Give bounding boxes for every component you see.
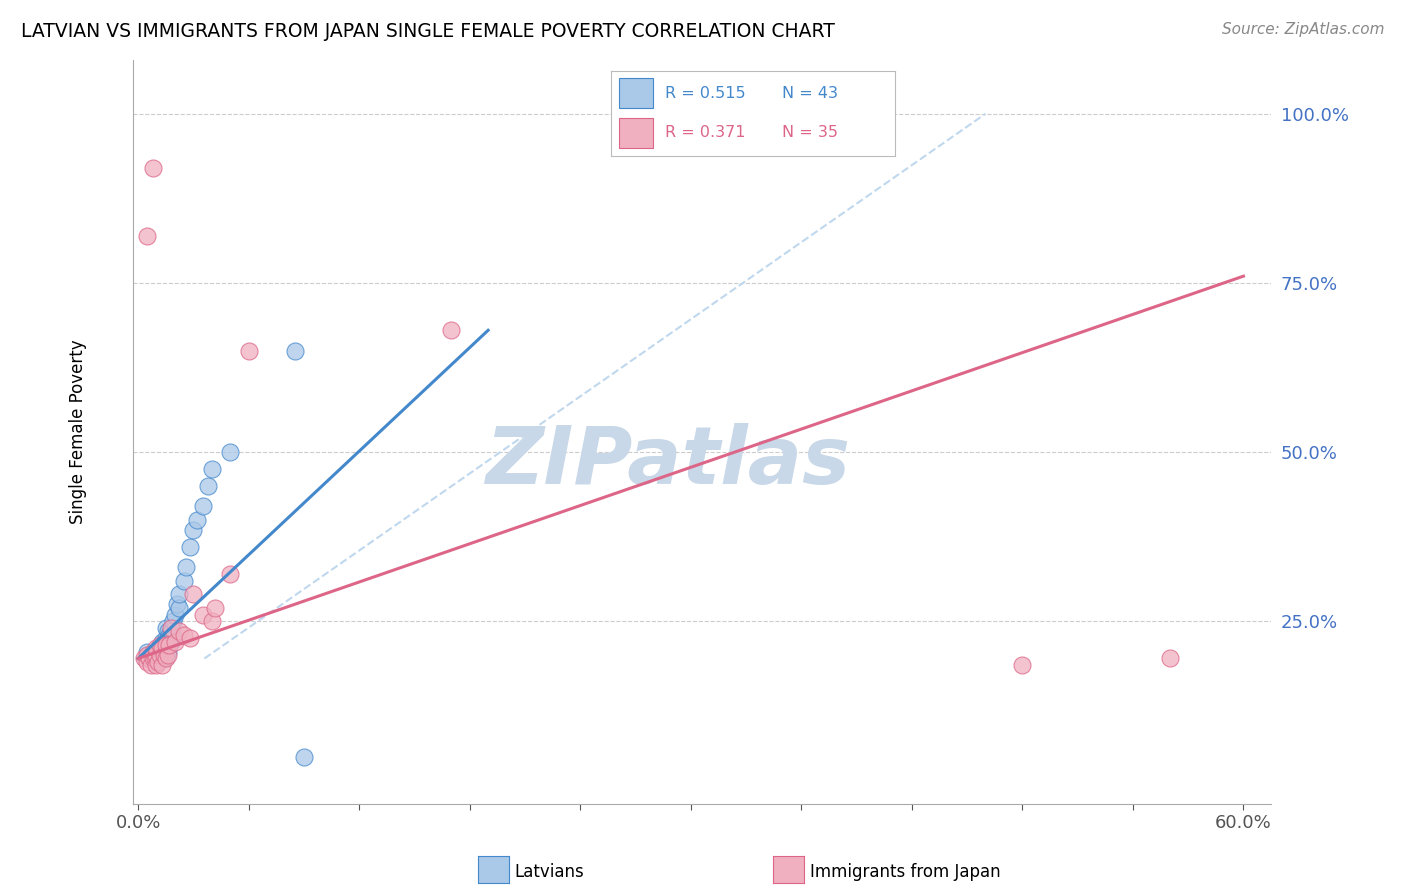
Point <box>156 648 179 662</box>
Text: LATVIAN VS IMMIGRANTS FROM JAPAN SINGLE FEMALE POVERTY CORRELATION CHART: LATVIAN VS IMMIGRANTS FROM JAPAN SINGLE … <box>21 22 835 41</box>
Point <box>155 645 177 659</box>
Point <box>136 645 159 659</box>
Point <box>157 638 180 652</box>
Point <box>149 648 172 662</box>
Point <box>149 648 172 662</box>
Point <box>145 648 167 662</box>
Point <box>142 651 165 665</box>
Point <box>204 600 226 615</box>
Point <box>149 651 172 665</box>
Point <box>179 540 201 554</box>
Point <box>143 651 166 665</box>
Point <box>201 462 224 476</box>
Point <box>148 655 170 669</box>
Point <box>1011 658 1033 673</box>
Text: Single Female Poverty: Single Female Poverty <box>69 340 87 524</box>
Point <box>155 621 177 635</box>
Point <box>173 574 195 588</box>
Point <box>155 631 177 645</box>
Point <box>149 638 172 652</box>
Point <box>153 638 176 652</box>
Point <box>183 523 205 537</box>
Point <box>136 655 159 669</box>
Text: Latvians: Latvians <box>515 863 585 881</box>
Point <box>157 638 180 652</box>
Point <box>160 624 183 639</box>
Point <box>132 651 155 665</box>
Point <box>201 614 224 628</box>
Point <box>153 651 176 665</box>
Point <box>179 631 201 645</box>
Point <box>136 228 159 243</box>
Point <box>150 641 173 656</box>
Text: Immigrants from Japan: Immigrants from Japan <box>810 863 1001 881</box>
Point <box>238 343 260 358</box>
Point <box>219 445 242 459</box>
Point <box>150 658 173 673</box>
Point <box>160 634 183 648</box>
Point <box>162 628 184 642</box>
Point <box>150 634 173 648</box>
Point <box>440 323 463 337</box>
Point <box>145 655 167 669</box>
Point <box>153 645 176 659</box>
Point <box>155 638 177 652</box>
Point <box>153 648 176 662</box>
Point <box>284 343 307 358</box>
Point <box>157 628 180 642</box>
Point <box>142 161 165 175</box>
Point <box>145 648 167 662</box>
Point <box>150 648 173 662</box>
Point <box>191 500 214 514</box>
Point <box>160 621 183 635</box>
Point <box>197 479 219 493</box>
Point <box>167 600 190 615</box>
Point <box>167 624 190 639</box>
Point <box>150 645 173 659</box>
Point <box>292 749 315 764</box>
Point <box>156 624 179 639</box>
Point <box>173 628 195 642</box>
Point <box>138 651 160 665</box>
Point <box>136 648 159 662</box>
Text: Source: ZipAtlas.com: Source: ZipAtlas.com <box>1222 22 1385 37</box>
Point <box>156 645 179 659</box>
Point <box>186 513 208 527</box>
Text: ZIPatlas: ZIPatlas <box>485 423 851 500</box>
Point <box>142 645 165 659</box>
Point <box>139 658 162 673</box>
Point <box>163 634 186 648</box>
Point <box>183 587 205 601</box>
Point <box>150 641 173 656</box>
Point <box>167 587 190 601</box>
Point <box>219 566 242 581</box>
Point <box>163 607 186 622</box>
Point <box>145 641 167 656</box>
Point <box>155 638 177 652</box>
Point <box>156 638 179 652</box>
Point <box>155 651 177 665</box>
Point <box>162 614 184 628</box>
Point <box>145 651 167 665</box>
Point <box>150 651 173 665</box>
Point <box>1159 651 1181 665</box>
Point <box>174 560 197 574</box>
Point <box>145 658 167 673</box>
Point <box>155 648 177 662</box>
Point <box>166 598 188 612</box>
Point <box>191 607 214 622</box>
